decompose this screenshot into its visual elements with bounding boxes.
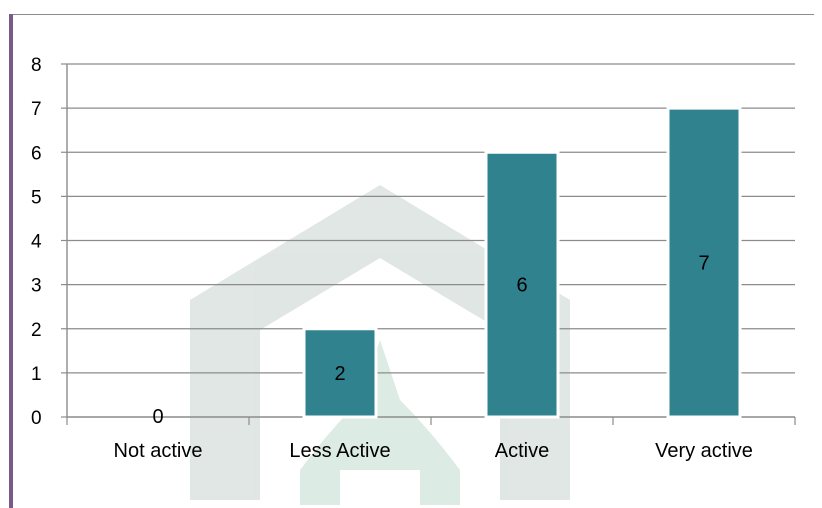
y-tick-label: 4 [31, 232, 42, 253]
y-tick-label: 3 [31, 276, 42, 297]
y-tick-label: 2 [31, 320, 42, 341]
watermark-logo [190, 185, 570, 505]
category-label: Less Active [289, 440, 390, 462]
x-axis-category-labels: Not active Less Active Active Very active [114, 440, 753, 462]
y-tick-label: 1 [31, 364, 42, 385]
y-tick-label: 8 [31, 55, 42, 76]
data-label: 2 [334, 363, 345, 385]
category-label: Not active [114, 440, 203, 462]
y-tick-label: 6 [31, 143, 42, 164]
data-label: 0 [152, 406, 163, 428]
y-tick-label: 5 [31, 187, 42, 208]
bar [302, 327, 378, 419]
y-tick-label: 0 [31, 408, 42, 429]
category-label: Very active [655, 440, 753, 462]
bar [666, 106, 742, 419]
bars [302, 106, 742, 419]
bar [484, 150, 560, 419]
y-tick-label: 7 [31, 99, 42, 120]
frame-top-border [9, 14, 814, 15]
data-label: 7 [698, 253, 709, 275]
frame-left-border [9, 14, 13, 508]
y-axis-tick-labels: 0 1 2 3 4 5 6 7 8 [31, 55, 42, 429]
data-label: 6 [516, 275, 527, 297]
data-labels: 0 2 6 7 [152, 253, 709, 428]
category-label: Active [495, 440, 549, 462]
